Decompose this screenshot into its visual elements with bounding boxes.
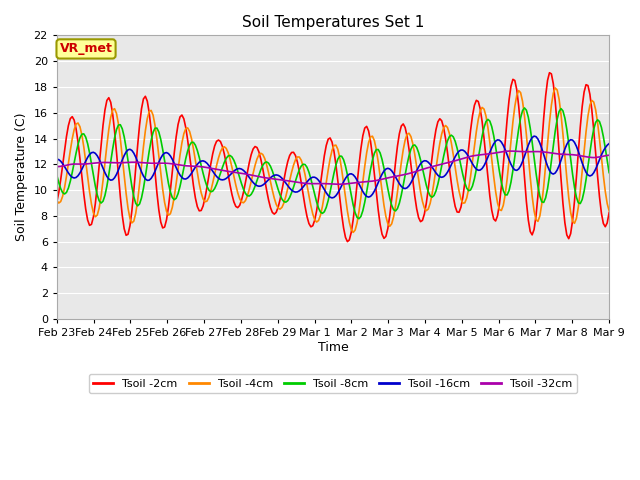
Title: Soil Temperatures Set 1: Soil Temperatures Set 1 xyxy=(242,15,424,30)
X-axis label: Time: Time xyxy=(317,341,348,354)
Text: VR_met: VR_met xyxy=(60,42,113,55)
Legend: Tsoil -2cm, Tsoil -4cm, Tsoil -8cm, Tsoil -16cm, Tsoil -32cm: Tsoil -2cm, Tsoil -4cm, Tsoil -8cm, Tsoi… xyxy=(89,374,577,393)
Y-axis label: Soil Temperature (C): Soil Temperature (C) xyxy=(15,113,28,241)
